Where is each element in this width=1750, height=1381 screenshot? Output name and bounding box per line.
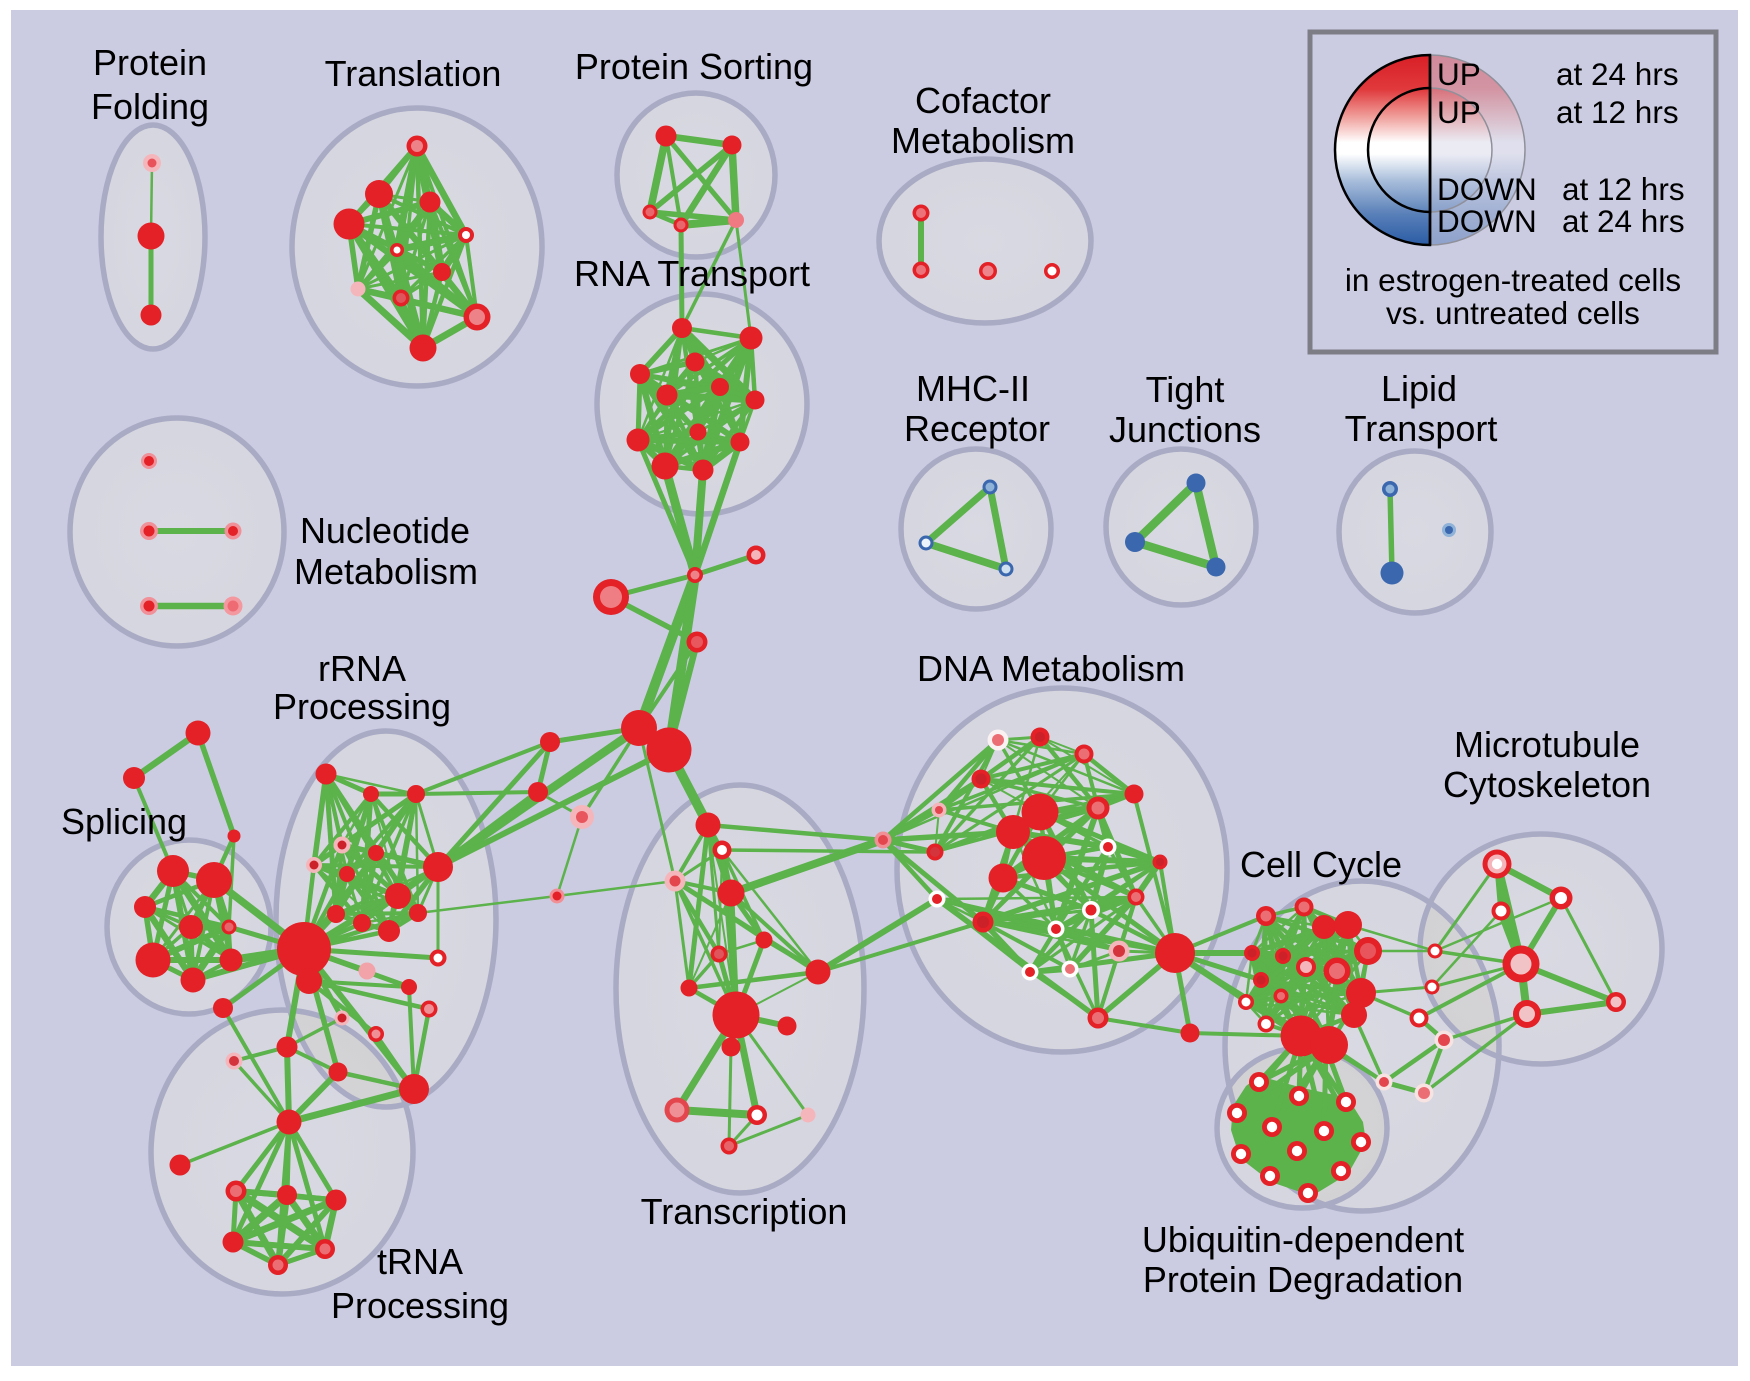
svg-text:UP: UP: [1437, 56, 1481, 92]
svg-text:RNA Transport: RNA Transport: [574, 253, 810, 294]
svg-text:Transcription: Transcription: [641, 1191, 848, 1232]
svg-text:Protein Degradation: Protein Degradation: [1143, 1259, 1463, 1300]
svg-text:at 12 hrs: at 12 hrs: [1556, 94, 1679, 130]
svg-text:Cytoskeleton: Cytoskeleton: [1443, 764, 1651, 805]
svg-text:at 24 hrs: at 24 hrs: [1562, 203, 1685, 239]
svg-text:Splicing: Splicing: [61, 801, 187, 842]
svg-text:in estrogen-treated cells: in estrogen-treated cells: [1345, 262, 1681, 298]
svg-text:Processing: Processing: [331, 1285, 509, 1326]
svg-text:Protein: Protein: [93, 42, 207, 83]
svg-text:UP: UP: [1437, 94, 1481, 130]
svg-text:MHC-II: MHC-II: [916, 368, 1030, 409]
svg-text:Folding: Folding: [91, 86, 209, 127]
svg-text:vs. untreated cells: vs. untreated cells: [1386, 295, 1640, 331]
svg-text:Transport: Transport: [1345, 408, 1498, 449]
svg-text:Metabolism: Metabolism: [294, 551, 478, 592]
svg-text:Nucleotide: Nucleotide: [300, 510, 470, 551]
svg-text:rRNA: rRNA: [318, 648, 406, 689]
svg-text:Lipid: Lipid: [1381, 368, 1457, 409]
svg-text:Receptor: Receptor: [904, 408, 1050, 449]
svg-text:Protein Sorting: Protein Sorting: [575, 46, 813, 87]
svg-text:at 24 hrs: at 24 hrs: [1556, 56, 1679, 92]
svg-text:DNA Metabolism: DNA Metabolism: [917, 648, 1185, 689]
svg-text:tRNA: tRNA: [377, 1241, 463, 1282]
svg-text:DOWN: DOWN: [1437, 203, 1537, 239]
svg-text:at 12 hrs: at 12 hrs: [1562, 171, 1685, 207]
svg-text:Junctions: Junctions: [1109, 409, 1261, 450]
svg-text:DOWN: DOWN: [1437, 171, 1537, 207]
svg-text:Microtubule: Microtubule: [1454, 724, 1640, 765]
svg-text:Ubiquitin-dependent: Ubiquitin-dependent: [1142, 1219, 1464, 1260]
svg-text:Cell Cycle: Cell Cycle: [1240, 844, 1402, 885]
svg-text:Processing: Processing: [273, 686, 451, 727]
svg-text:Cofactor: Cofactor: [915, 80, 1051, 121]
svg-text:Metabolism: Metabolism: [891, 120, 1075, 161]
svg-text:Tight: Tight: [1146, 369, 1225, 410]
svg-text:Translation: Translation: [325, 53, 502, 94]
